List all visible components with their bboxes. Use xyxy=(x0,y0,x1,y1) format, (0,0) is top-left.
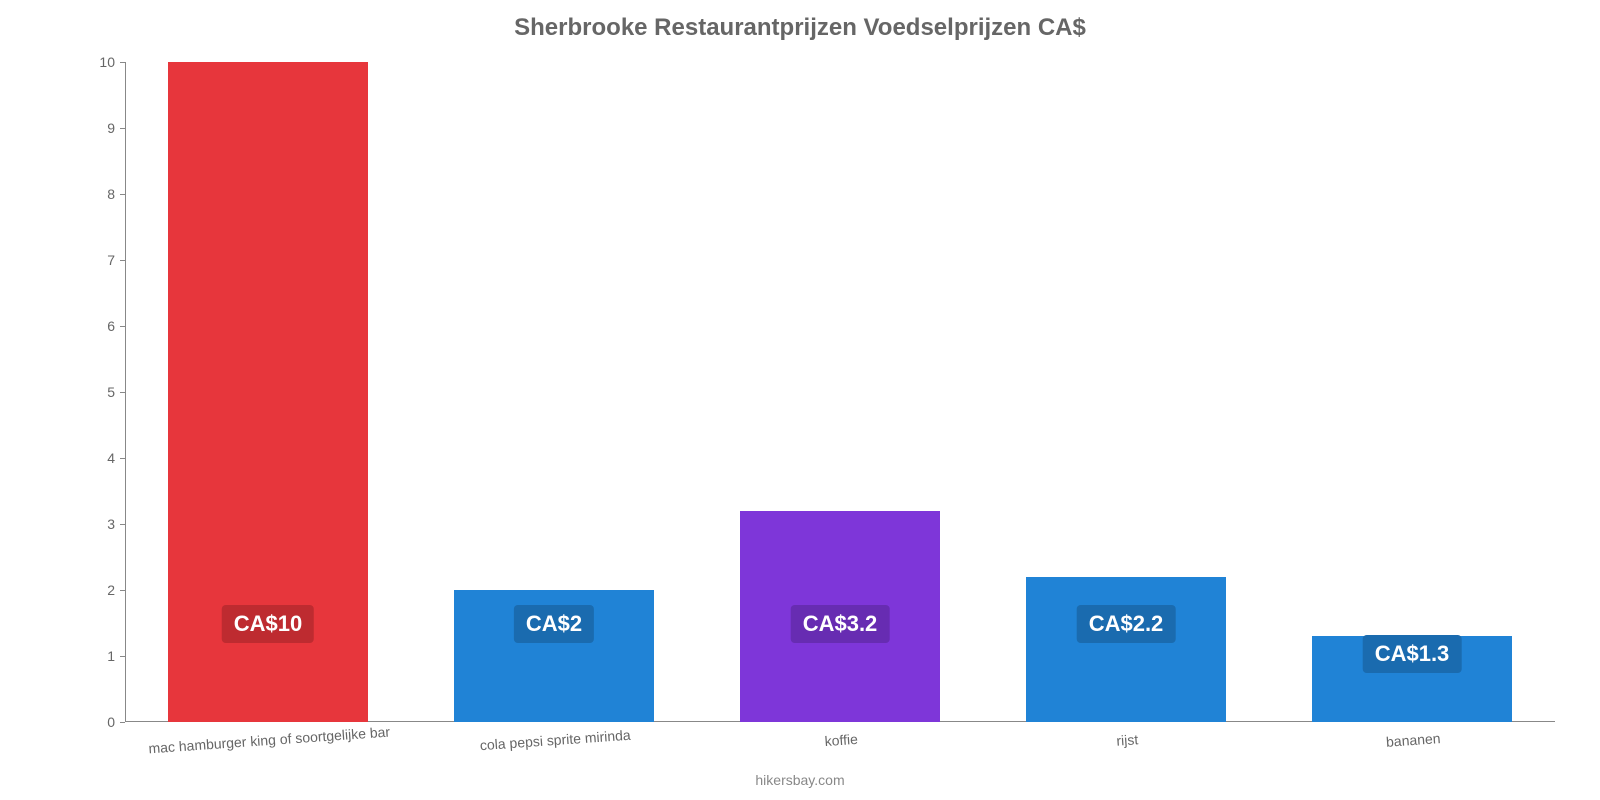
y-tick-mark xyxy=(120,656,125,657)
bar-value-label: CA$1.3 xyxy=(1363,635,1462,673)
bar-value-label: CA$2.2 xyxy=(1077,605,1176,643)
y-tick-mark xyxy=(120,128,125,129)
bar xyxy=(1026,577,1226,722)
y-tick-mark xyxy=(120,62,125,63)
bar-value-label: CA$2 xyxy=(514,605,594,643)
y-axis xyxy=(125,62,126,722)
y-tick-mark xyxy=(120,590,125,591)
y-tick-mark xyxy=(120,458,125,459)
x-tick-label: koffie xyxy=(823,721,858,749)
y-tick-mark xyxy=(120,260,125,261)
y-tick-mark xyxy=(120,392,125,393)
x-tick-label: cola pepsi sprite mirinda xyxy=(479,717,631,753)
y-tick-mark xyxy=(120,326,125,327)
attribution-text: hikersbay.com xyxy=(0,772,1600,788)
y-tick-mark xyxy=(120,194,125,195)
plot-area: 012345678910CA$10mac hamburger king of s… xyxy=(125,62,1555,722)
x-tick-label: rijst xyxy=(1115,721,1139,748)
x-tick-label: bananen xyxy=(1385,720,1441,750)
chart-title: Sherbrooke Restaurantprijzen Voedselprij… xyxy=(0,14,1600,42)
y-tick-mark xyxy=(120,722,125,723)
y-tick-mark xyxy=(120,524,125,525)
bar-value-label: CA$3.2 xyxy=(791,605,890,643)
bar-chart: Sherbrooke Restaurantprijzen Voedselprij… xyxy=(0,0,1600,800)
bar-value-label: CA$10 xyxy=(222,605,314,643)
